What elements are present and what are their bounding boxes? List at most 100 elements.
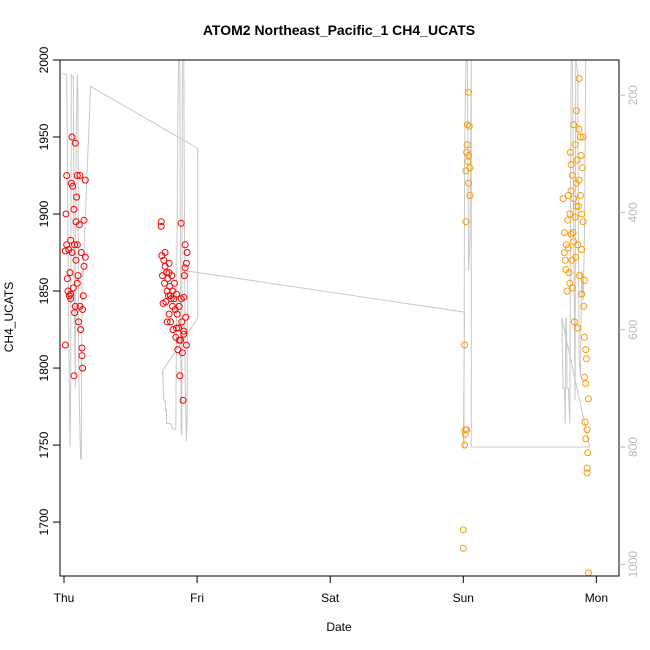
data-point [570, 238, 578, 246]
data-point [465, 152, 473, 159]
data-point [169, 287, 176, 295]
x-axis-title: Date [326, 620, 352, 634]
data-point [77, 326, 85, 334]
data-point [461, 430, 469, 438]
data-point [81, 253, 89, 261]
data-point [73, 241, 81, 249]
data-point [576, 192, 584, 199]
x-tick-label: Mon [585, 591, 608, 605]
data-point [177, 219, 185, 227]
data-point [66, 269, 74, 277]
data-point [578, 246, 586, 253]
data-point [583, 464, 591, 472]
data-point [165, 259, 173, 267]
data-point [581, 418, 589, 426]
data-point [179, 396, 187, 404]
pressure-line [62, 60, 591, 460]
data-point [571, 213, 579, 221]
data-point [163, 318, 171, 326]
right-tick-label: 800 [626, 437, 640, 457]
data-point [180, 293, 188, 301]
data-point [564, 216, 572, 224]
data-point [67, 236, 75, 244]
data-point [578, 210, 586, 218]
data-point [571, 141, 579, 149]
y-tick-label: 2000 [37, 46, 51, 73]
data-point [180, 327, 188, 335]
data-point [74, 272, 82, 280]
y-tick-label: 1850 [37, 277, 51, 304]
data-point [462, 218, 470, 226]
data-point [568, 172, 576, 179]
pressure-trace-layer [62, 60, 591, 460]
data-point [73, 193, 81, 201]
data-point [465, 88, 473, 96]
data-point [560, 249, 568, 256]
data-point [583, 469, 591, 477]
data-point [73, 279, 81, 287]
data-point [579, 133, 587, 141]
data-point [69, 284, 77, 292]
data-point [576, 133, 584, 141]
data-point [70, 372, 78, 380]
data-point [161, 249, 169, 256]
data-point [63, 241, 71, 249]
data-point [566, 210, 574, 218]
data-point [459, 526, 467, 534]
data-point [575, 125, 583, 133]
data-point [465, 122, 473, 130]
data-point [569, 229, 577, 236]
data-points-layer [61, 75, 592, 577]
series-1 [61, 133, 89, 380]
data-point [582, 355, 590, 363]
data-point [584, 449, 592, 457]
data-point [465, 179, 473, 187]
data-point [71, 241, 79, 249]
data-point [176, 372, 184, 380]
data-point [63, 172, 71, 179]
data-point [67, 295, 75, 303]
data-point [78, 352, 86, 360]
data-point [171, 279, 178, 287]
data-point [182, 259, 190, 267]
x-tick-label: Sun [453, 591, 474, 605]
axes-layer: Thu Fri Sat Sun Mon 1700 1750 1800 1850 1900 1950 2… [37, 46, 640, 605]
data-point [580, 276, 588, 284]
data-point [567, 161, 575, 169]
right-tick-label: 400 [626, 202, 640, 222]
data-point [68, 133, 76, 141]
data-point [570, 195, 578, 203]
data-point [167, 318, 174, 326]
data-point [560, 229, 568, 236]
data-point [79, 292, 87, 300]
right-tick-label: 1000 [626, 551, 640, 578]
data-point [69, 182, 77, 190]
data-point [572, 107, 580, 115]
data-point [167, 292, 174, 300]
chart-title: ATOM2 Northeast_Pacific_1 CH4_UCATS [203, 22, 475, 38]
data-point [463, 141, 471, 149]
data-point [568, 284, 576, 292]
x-tick-label: Fri [190, 591, 204, 605]
y-tick-label: 1900 [37, 200, 51, 227]
data-point [572, 253, 580, 261]
data-point [175, 302, 183, 310]
data-point [182, 341, 190, 349]
data-point [564, 244, 572, 252]
data-point [183, 249, 191, 256]
right-tick-label: 600 [626, 319, 640, 339]
data-point [79, 306, 87, 313]
data-point [559, 195, 567, 203]
data-point [157, 222, 165, 230]
data-point [71, 302, 79, 310]
data-point [81, 176, 89, 184]
data-point [165, 269, 173, 277]
data-point [582, 435, 590, 443]
series-3 [459, 75, 592, 577]
data-point [63, 275, 71, 283]
data-point [578, 164, 586, 172]
data-point [574, 202, 582, 210]
data-point [461, 341, 469, 349]
data-point [173, 324, 180, 332]
data-point [175, 324, 182, 332]
